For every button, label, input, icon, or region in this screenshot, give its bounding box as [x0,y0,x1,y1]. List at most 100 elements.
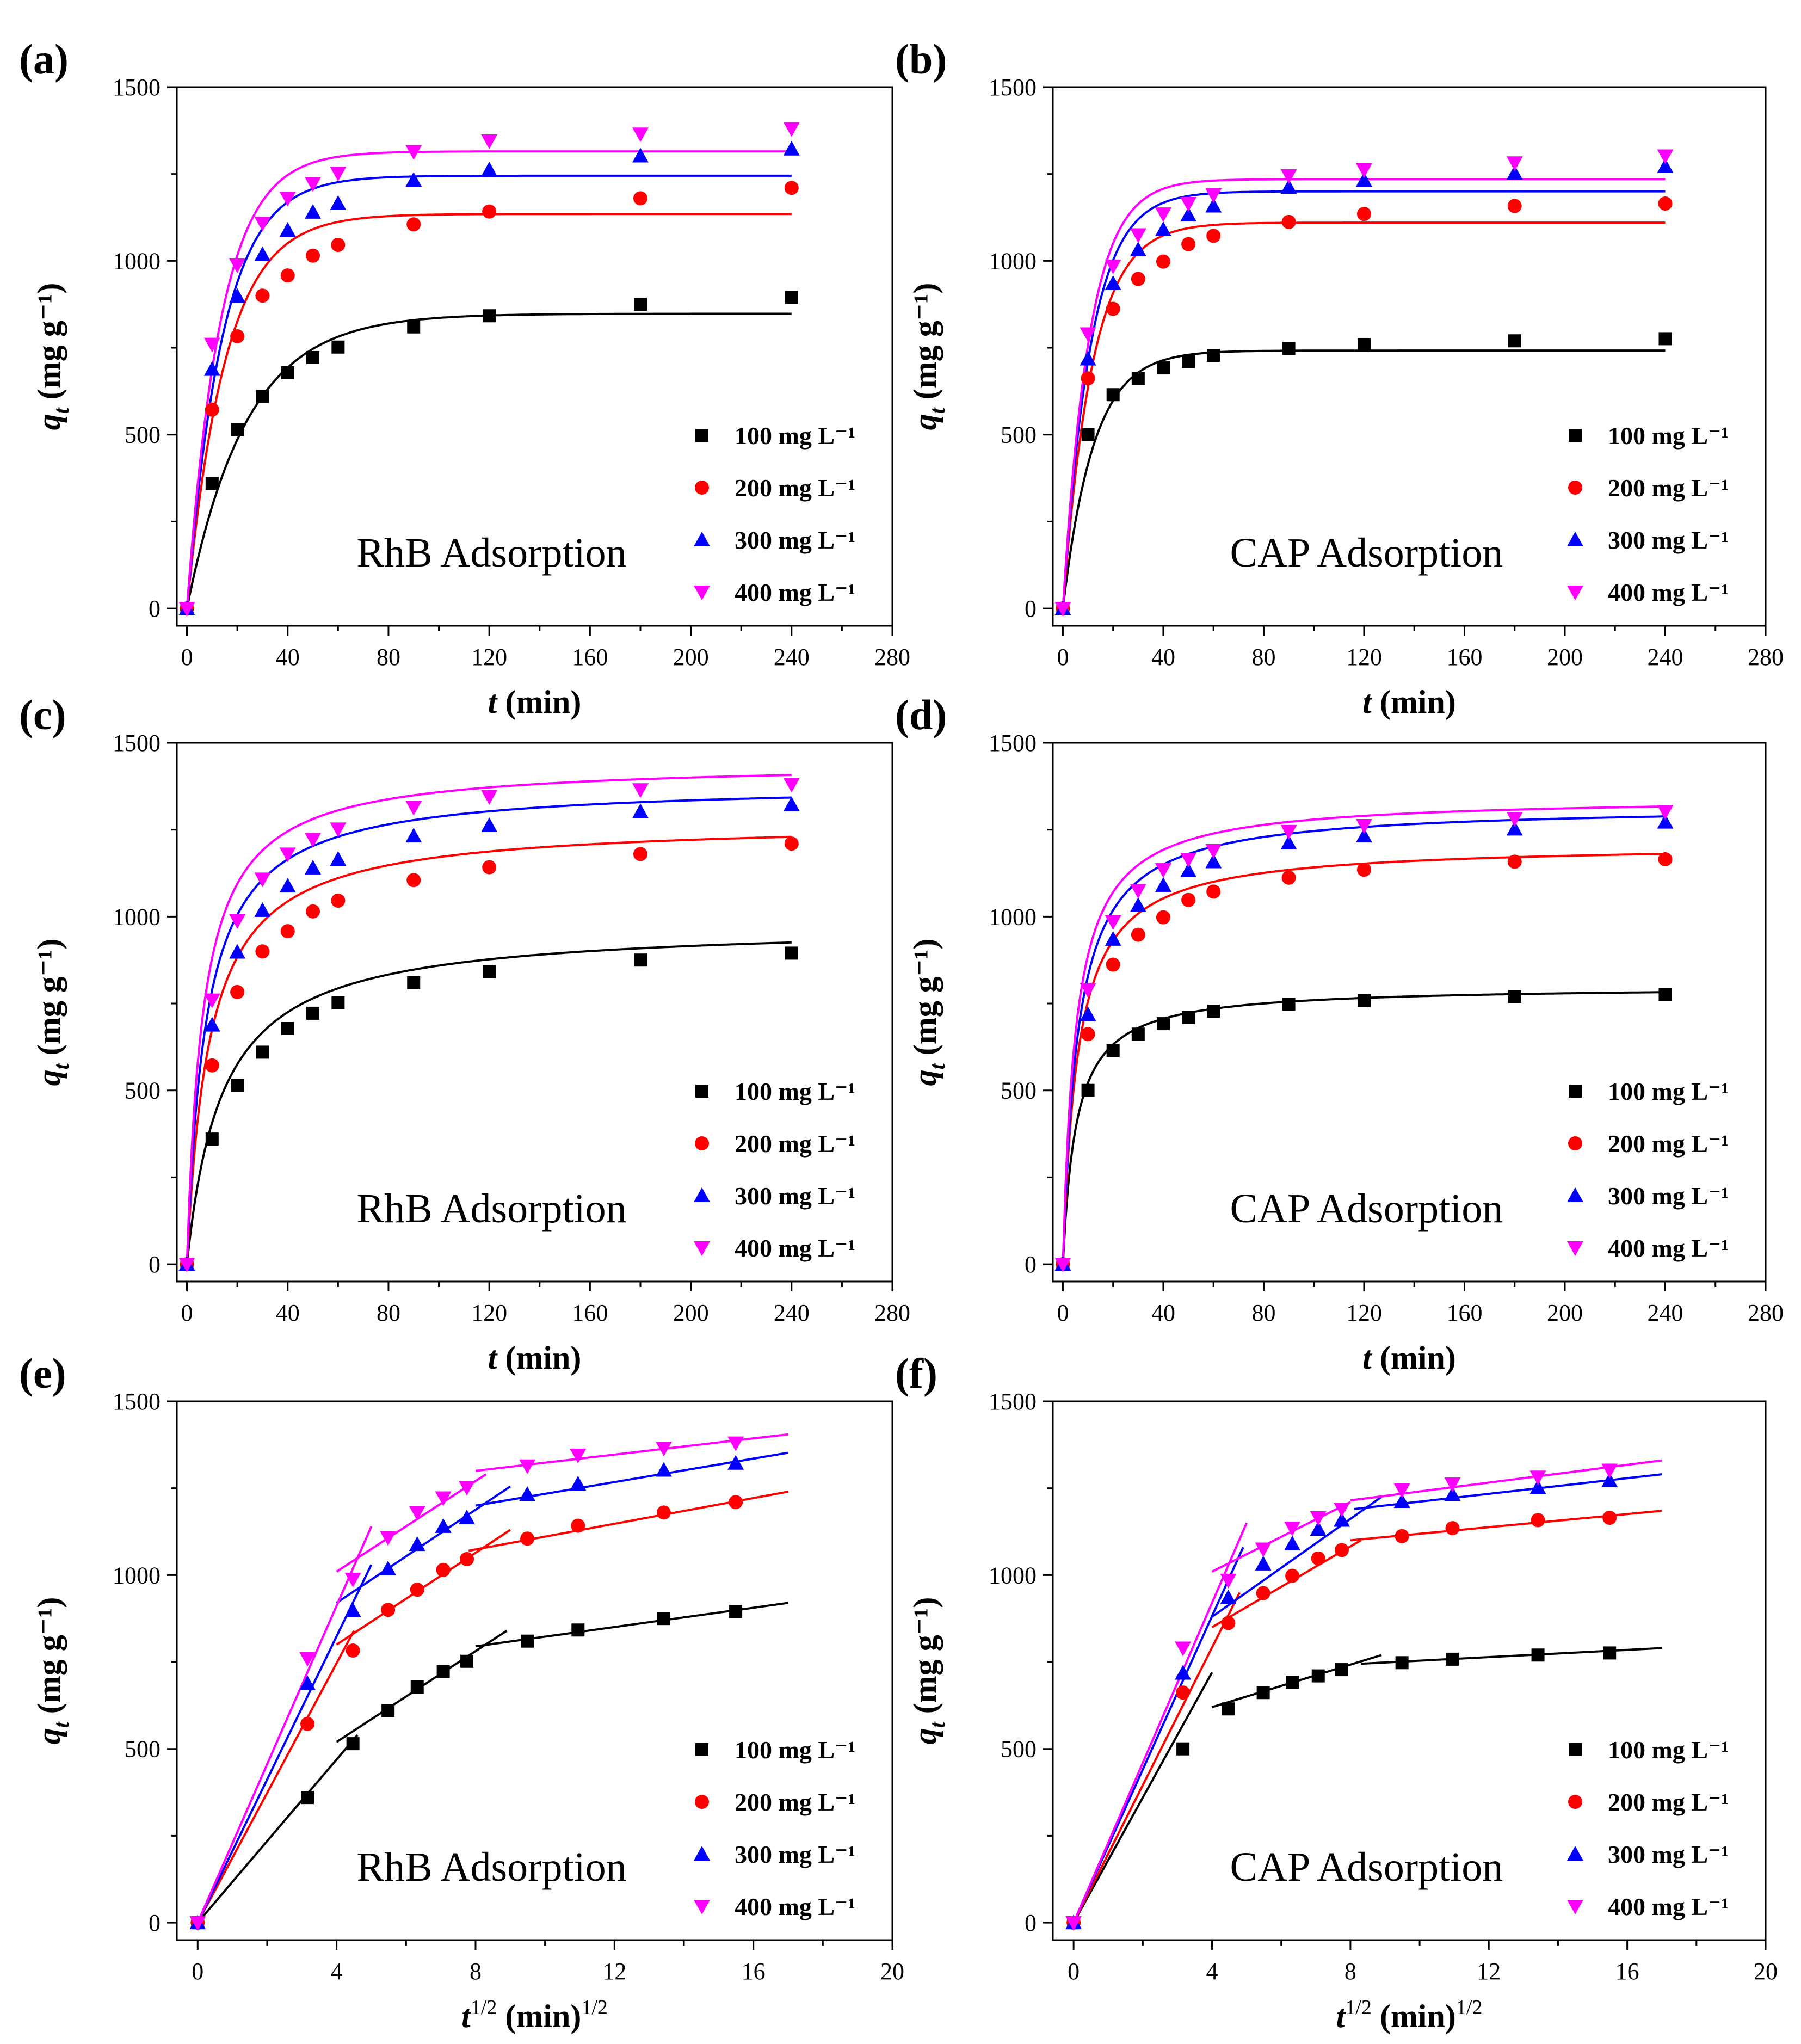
x-axis-label: t1/2 (min)1/2 [1336,1996,1483,2034]
data-point-300 [1506,821,1523,836]
data-point-300 [254,246,271,261]
data-point-400 [727,1436,744,1451]
x-tick-label: 280 [874,1300,910,1326]
data-point-400 [1155,207,1171,223]
x-tick-label: 8 [470,1958,482,1985]
data-point-100 [331,996,345,1009]
data-point-300 [1310,1521,1327,1536]
y-tick-label: 0 [149,595,161,622]
data-point-100 [1282,342,1296,355]
data-point-100 [306,350,320,364]
legend-entry-300: 300 mg L⁻¹ [1608,526,1729,554]
plot-frame [176,86,893,627]
data-point-200 [1531,1513,1545,1528]
data-point-400 [1054,1258,1071,1273]
data-point-200 [381,1603,396,1617]
data-point-400 [1280,169,1297,184]
chart-panel: (d) 0 40 80 120 160 200 240 280 0 500 1000 1500 t (mi… [895,691,1784,1376]
x-tick-label: 16 [742,1958,766,1985]
data-point-400 [1255,1542,1272,1557]
panel-label: (a) [19,35,69,83]
data-point-100 [410,1680,424,1694]
data-point-100 [483,309,496,323]
fit-segment-200 [196,1630,355,1924]
legend-entry-300: 300 mg L⁻¹ [735,1840,855,1868]
data-point-100 [1311,1669,1325,1683]
data-point-400 [783,122,800,137]
data-point-300 [655,1462,672,1477]
data-point-100 [1131,1027,1145,1041]
data-point-200 [1081,1027,1095,1042]
data-point-200 [1658,196,1673,211]
data-point-100 [1081,1083,1095,1097]
legend-entry-200: 200 mg L⁻¹ [735,474,855,502]
data-point-200 [1181,892,1196,907]
y-tick-label: 500 [1001,422,1037,448]
data-point-200 [1256,1586,1270,1600]
legend-marker-100 [1569,1085,1582,1098]
legend-marker-300 [1567,532,1583,546]
data-point-400 [1310,1511,1327,1526]
y-tick-label: 1000 [113,1562,161,1589]
data-point-100 [1182,1011,1195,1024]
data-point-100 [1182,355,1195,368]
data-point-100 [1395,1656,1409,1670]
panel-label: (f) [895,1350,937,1397]
plot-frame [176,1400,893,1941]
data-point-200 [460,1552,474,1566]
y-tick-label: 1500 [989,74,1037,101]
x-tick-label: 200 [673,1300,709,1326]
x-tick-label: 20 [880,1958,904,1985]
data-point-400 [409,1506,425,1521]
legend-marker-400 [694,1900,710,1914]
y-tick-label: 500 [125,1078,161,1104]
data-point-400 [632,127,649,143]
data-point-300 [380,1560,397,1575]
data-point-400 [459,1481,476,1496]
y-tick-label: 1500 [989,1388,1037,1415]
data-point-200 [1602,1510,1617,1525]
data-point-100 [407,976,421,989]
fit-curve-400 [186,150,792,609]
legend-marker-400 [1567,586,1583,600]
x-tick-label: 160 [572,644,608,670]
legend-entry-100: 100 mg L⁻¹ [1608,422,1729,450]
legend-marker-300 [694,1846,710,1861]
data-point-200 [346,1643,360,1658]
data-point-100 [256,1045,269,1059]
data-point-100 [657,1612,670,1626]
data-point-300 [1255,1555,1272,1571]
data-point-200 [1106,301,1120,316]
data-point-300 [1280,178,1297,194]
data-point-200 [406,217,421,232]
data-point-200 [300,1716,315,1731]
data-point-200 [1507,854,1522,869]
data-point-200 [306,904,320,919]
chart-panel: (b) 0 40 80 120 160 200 240 280 0 500 1000 1500 t (mi… [895,35,1784,720]
x-tick-label: 160 [1446,644,1482,670]
x-tick-label: 40 [1151,1300,1175,1326]
data-point-400 [1105,259,1121,274]
x-tick-label: 80 [1251,1300,1275,1326]
data-point-200 [1507,199,1522,213]
chart-annotation: RhB Adsorption [356,530,626,576]
data-point-300 [409,1536,425,1552]
data-point-200 [656,1505,671,1520]
data-point-400 [1506,812,1523,827]
data-point-100 [1357,994,1371,1007]
data-point-200 [1081,371,1095,386]
data-point-200 [482,860,497,875]
y-tick-label: 1000 [113,248,161,274]
data-point-300 [1130,241,1146,256]
data-point-100 [436,1665,450,1678]
data-point-100 [1508,990,1521,1003]
data-point-400 [1065,1916,1082,1931]
data-point-300 [1175,1665,1192,1680]
data-point-200 [1176,1685,1191,1700]
data-point-200 [1311,1551,1325,1566]
legend-marker-400 [1567,1900,1583,1914]
legend-entry-100: 100 mg L⁻¹ [1608,1078,1729,1105]
data-point-100 [1176,1742,1190,1756]
data-point-300 [1105,931,1121,946]
data-point-200 [633,191,647,206]
